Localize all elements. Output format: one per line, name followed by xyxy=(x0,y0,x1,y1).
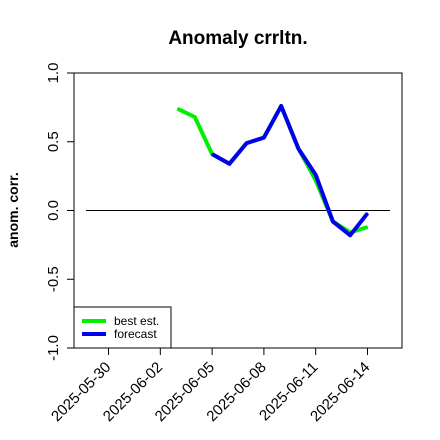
y-tick-label: 0.0 xyxy=(45,200,62,221)
y-tick-label: -0.5 xyxy=(45,266,62,292)
data-point xyxy=(366,212,369,215)
series-line-2 xyxy=(211,104,370,238)
y-axis-label: anom. corr. xyxy=(5,172,21,247)
y-tick-label: 0.5 xyxy=(45,131,62,152)
data-point xyxy=(228,162,231,165)
y-tick-label: -1.0 xyxy=(45,335,62,361)
chart-title: Anomaly crrltn. xyxy=(168,28,307,49)
data-point xyxy=(349,234,352,237)
data-point xyxy=(366,226,369,228)
x-axis: 2025-05-302025-06-022025-06-052025-06-08… xyxy=(48,347,373,425)
y-tick-label: 1.0 xyxy=(45,63,62,84)
data-point xyxy=(297,147,300,150)
legend-box xyxy=(73,306,172,349)
data-point xyxy=(176,107,179,110)
data-point xyxy=(245,142,248,144)
legend: best est.forecast xyxy=(73,306,172,349)
data-point xyxy=(314,173,317,176)
y-axis: -1.0 -0.5 0.0 0.5 1.0 xyxy=(45,63,75,361)
data-point xyxy=(332,220,334,223)
data-point xyxy=(263,136,265,139)
series-layer xyxy=(176,104,370,238)
legend-label: forecast xyxy=(114,327,157,341)
data-point xyxy=(280,105,282,107)
legend-label: best est. xyxy=(114,314,159,328)
data-point xyxy=(211,153,213,155)
data-point xyxy=(194,116,196,118)
